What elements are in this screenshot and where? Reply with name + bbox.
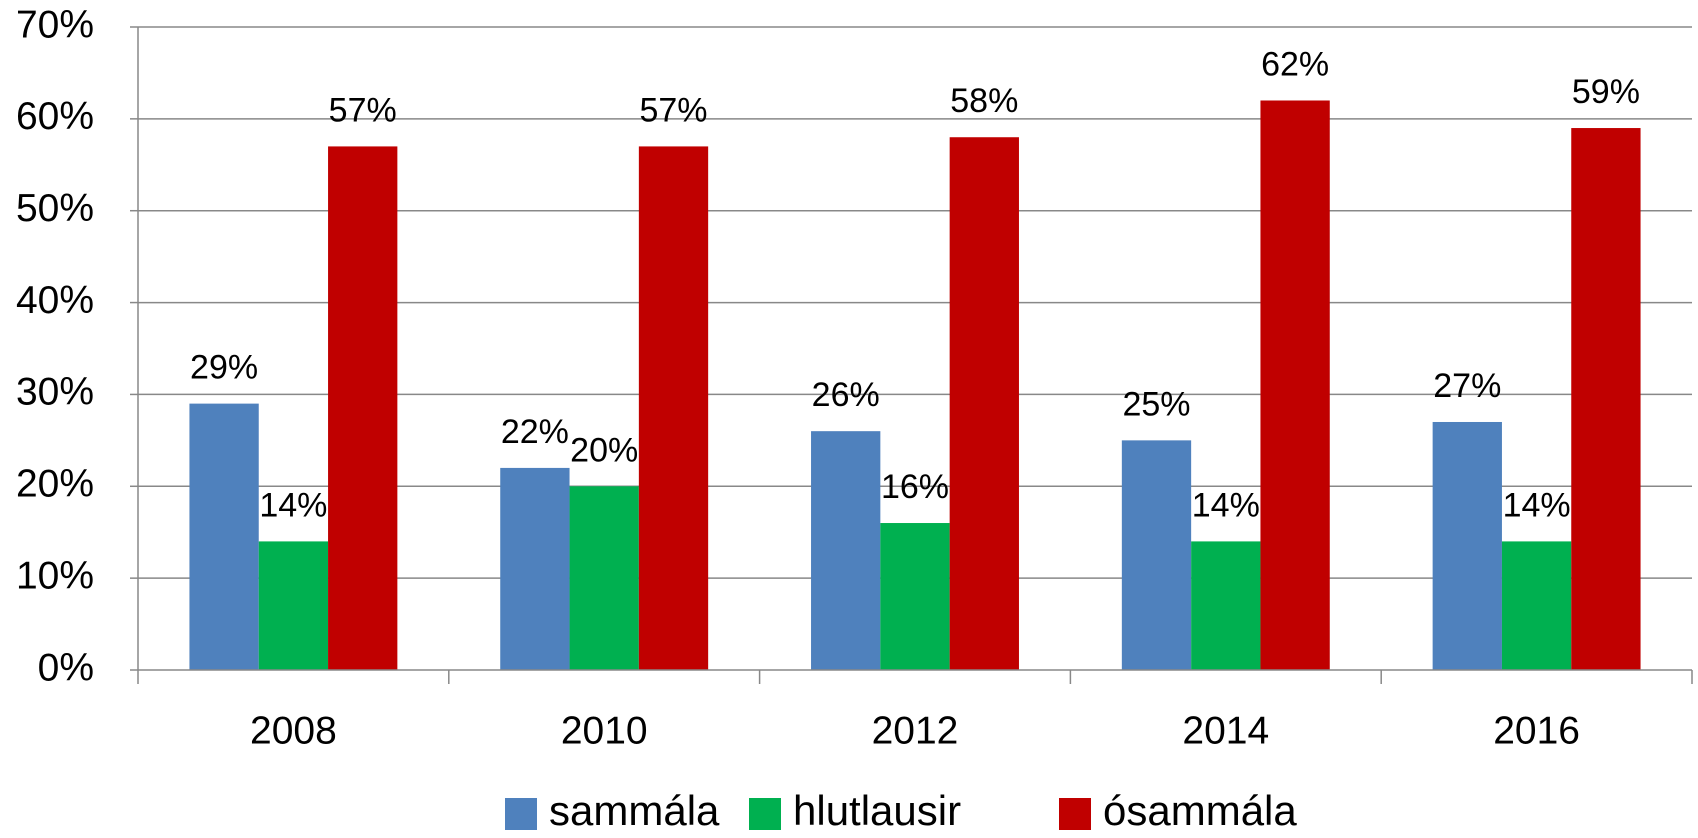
data-label: 58%	[950, 82, 1018, 120]
bar	[1260, 100, 1330, 670]
data-label: 27%	[1433, 367, 1501, 405]
data-label: 29%	[190, 349, 258, 387]
bar	[811, 431, 881, 670]
y-tick-label: 50%	[16, 187, 94, 230]
legend-swatch	[1059, 798, 1091, 830]
legend-label: hlutlausir	[793, 787, 961, 834]
bar	[949, 137, 1019, 670]
data-label: 26%	[812, 376, 880, 414]
data-label: 62%	[1261, 45, 1329, 83]
data-label: 57%	[639, 91, 707, 129]
x-tick-label: 2010	[561, 709, 648, 752]
bar	[328, 146, 398, 670]
data-label: 14%	[1192, 486, 1260, 524]
y-tick-label: 30%	[16, 371, 94, 414]
bar	[1571, 128, 1641, 671]
data-label: 22%	[501, 413, 569, 451]
bar	[880, 523, 950, 670]
data-label: 57%	[329, 91, 397, 129]
data-label: 14%	[1503, 486, 1571, 524]
bar	[258, 541, 329, 670]
data-label: 14%	[259, 486, 327, 524]
data-label: 16%	[881, 468, 949, 506]
x-tick-label: 2014	[1182, 709, 1269, 752]
x-tick-label: 2008	[250, 709, 337, 752]
bar	[1432, 421, 1502, 670]
data-label: 59%	[1572, 73, 1640, 111]
bar	[638, 146, 709, 670]
bar	[500, 467, 570, 670]
y-tick-label: 0%	[38, 646, 94, 689]
legend-swatch	[505, 798, 537, 830]
bar	[1191, 541, 1261, 670]
y-tick-label: 70%	[16, 3, 94, 46]
y-tick-label: 40%	[16, 279, 94, 322]
bar	[569, 486, 639, 670]
y-tick-label: 20%	[16, 463, 94, 506]
data-label: 25%	[1122, 385, 1190, 423]
x-tick-label: 2012	[872, 709, 959, 752]
legend-swatch	[749, 798, 781, 830]
x-tick-label: 2016	[1493, 709, 1580, 752]
y-tick-label: 60%	[16, 95, 94, 138]
data-label: 20%	[570, 431, 638, 469]
legend-label: sammála	[549, 787, 720, 834]
legend-label: ósammála	[1103, 787, 1297, 834]
y-tick-label: 10%	[16, 554, 94, 597]
bar	[189, 403, 259, 670]
bar	[1501, 541, 1572, 670]
bar	[1121, 440, 1192, 670]
